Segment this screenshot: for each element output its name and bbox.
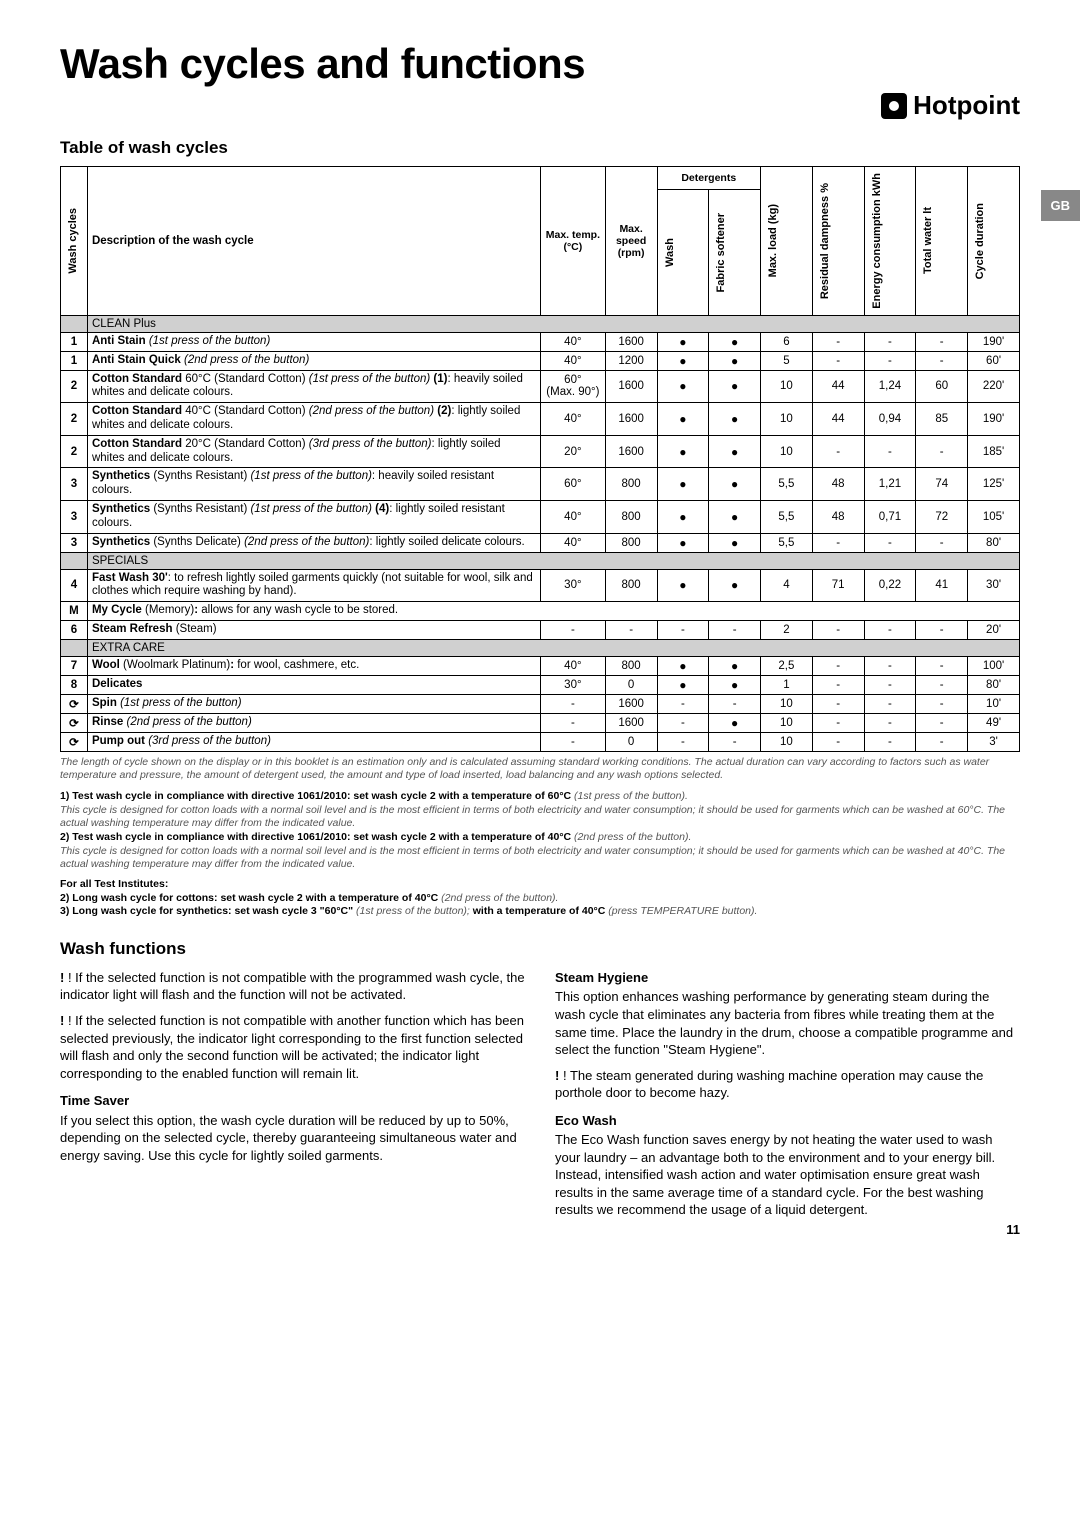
table-row: 1 Anti Stain (1st press of the button) 4… [61,332,1020,351]
col-wash: Wash [662,234,678,271]
warn-1: ! ! If the selected function is not comp… [60,969,525,1004]
steam-hygiene-heading: Steam Hygiene [555,969,1020,987]
time-saver-heading: Time Saver [60,1092,525,1110]
col-energy: Energy consumption kWh [869,169,885,313]
compliance-notes: 1) Test wash cycle in compliance with di… [60,790,1020,919]
table-row: 3 Synthetics (Synths Resistant) (1st pre… [61,501,1020,534]
functions-left-column: ! ! If the selected function is not comp… [60,969,525,1227]
table-row: ⟳ Pump out (3rd press of the button) - 0… [61,732,1020,751]
col-duration: Cycle duration [972,199,988,283]
table-row: ⟳ Spin (1st press of the button) - 1600 … [61,694,1020,713]
table-row: 1 Anti Stain Quick (2nd press of the but… [61,351,1020,370]
section-row: SPECIALS [61,552,1020,569]
eco-wash-heading: Eco Wash [555,1112,1020,1130]
col-max-speed: Max. speed (rpm) [605,167,657,316]
col-detergents: Detergents [657,167,761,190]
functions-right-column: Steam Hygiene This option enhances washi… [555,969,1020,1227]
eco-wash-body: The Eco Wash function saves energy by no… [555,1131,1020,1219]
table-row: 2 Cotton Standard 20°C (Standard Cotton)… [61,435,1020,468]
steam-hygiene-warn: ! ! The steam generated during washing m… [555,1067,1020,1102]
wash-functions-heading: Wash functions [60,939,1020,959]
warn-2: ! ! If the selected function is not comp… [60,1012,525,1082]
brand-logo-icon [881,93,907,119]
table-footnote: The length of cycle shown on the display… [60,756,1020,782]
col-max-load: Max. load (kg) [765,200,781,281]
table-row: 7 Wool (Woolmark Platinum): for wool, ca… [61,656,1020,675]
page-title: Wash cycles and functions [60,40,1020,88]
table-of-cycles-heading: Table of wash cycles [60,138,1020,158]
page-number: 11 [1006,1222,1020,1237]
col-fabric-softener: Fabric softener [713,209,729,296]
brand-name: Hotpoint [913,90,1020,121]
table-row: 2 Cotton Standard 40°C (Standard Cotton)… [61,403,1020,436]
locale-badge: GB [1041,190,1080,221]
table-row: 4 Fast Wash 30': to refresh lightly soil… [61,569,1020,602]
section-row: CLEAN Plus [61,315,1020,332]
col-description: Description of the wash cycle [87,167,540,316]
col-residual-damp: Residual dampness % [817,179,833,303]
table-row: 8 Delicates 30° 0 1 - - - 80' [61,675,1020,694]
table-row: 2 Cotton Standard 60°C (Standard Cotton)… [61,370,1020,403]
wash-cycles-table: Wash cycles Description of the wash cycl… [60,166,1020,752]
col-max-temp: Max. temp. (°C) [541,167,606,316]
table-row: 3 Synthetics (Synths Delicate) (2nd pres… [61,533,1020,552]
table-row: 3 Synthetics (Synths Resistant) (1st pre… [61,468,1020,501]
brand-logo-block: Hotpoint [881,90,1020,121]
col-wash-cycles: Wash cycles [65,204,81,278]
section-row: EXTRA CARE [61,639,1020,656]
table-row: ⟳ Rinse (2nd press of the button) - 1600… [61,713,1020,732]
time-saver-body: If you select this option, the wash cycl… [60,1112,525,1165]
table-row: 6 Steam Refresh (Steam) - - - - 2 - - - … [61,621,1020,640]
col-water: Total water lt [920,203,936,278]
steam-hygiene-body: This option enhances washing performance… [555,988,1020,1058]
